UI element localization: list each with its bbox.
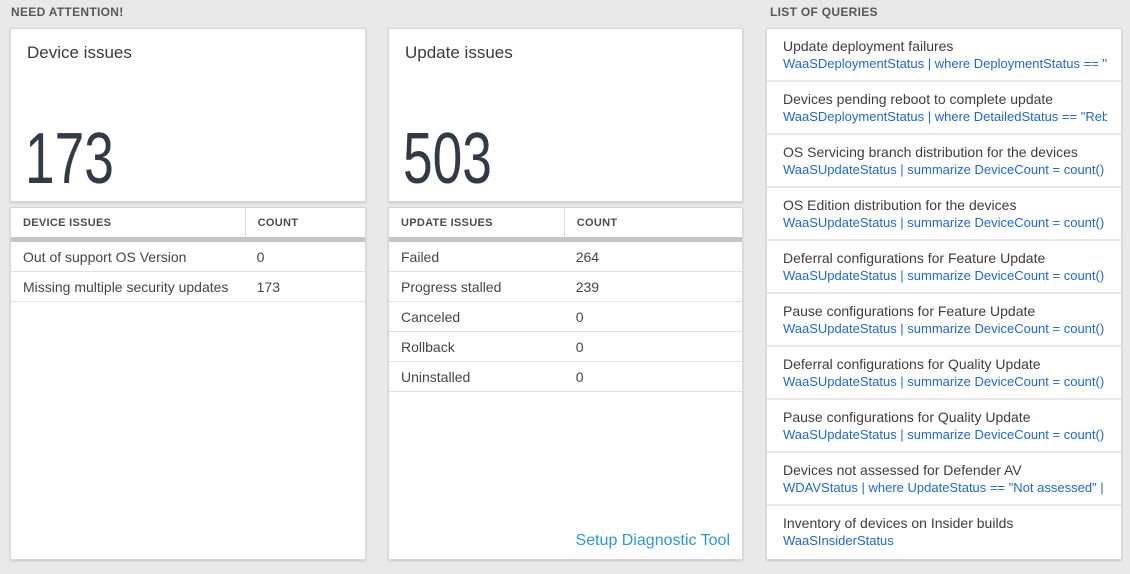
query-title: OS Servicing branch distribution for the… (783, 144, 1078, 160)
table-header-divider (11, 237, 365, 242)
row-label: Out of support OS Version (23, 248, 187, 265)
row-label: Rollback (401, 338, 455, 355)
row-count: 0 (256, 248, 265, 265)
query-list-item[interactable]: Devices not assessed for Defender AV WDA… (767, 453, 1121, 506)
query-title: OS Edition distribution for the devices (783, 197, 1017, 213)
row-label: Canceled (401, 308, 461, 325)
query-text[interactable]: WaaSDeploymentStatus | where DetailedSta… (783, 109, 1107, 124)
query-text[interactable]: WaaSUpdateStatus | summarize DeviceCount… (783, 215, 1107, 230)
query-list-item[interactable]: OS Edition distribution for the devices … (767, 188, 1121, 241)
list-of-queries-panel: Update deployment failures WaaSDeploymen… (766, 28, 1122, 560)
column-header-update-issues: UPDATE ISSUES (401, 216, 493, 229)
query-title: Pause configurations for Feature Update (783, 303, 1036, 319)
table-row[interactable]: Uninstalled 0 (389, 362, 742, 392)
row-label: Failed (401, 248, 440, 265)
table-row[interactable]: Missing multiple security updates 173 (11, 272, 365, 302)
list-of-queries-section-title: LIST OF QUERIES (770, 5, 878, 19)
row-count: 0 (575, 368, 584, 385)
row-label: Progress stalled (401, 278, 502, 295)
device-issues-tile[interactable]: Device issues 173 (10, 28, 366, 202)
query-list-item[interactable]: Update deployment failures WaaSDeploymen… (767, 29, 1121, 82)
row-label: Missing multiple security updates (23, 278, 229, 295)
setup-diagnostic-tool-link[interactable]: Setup Diagnostic Tool (575, 532, 730, 549)
device-issues-count: 173 (25, 119, 114, 199)
need-attention-section-title: NEED ATTENTION! (11, 5, 124, 19)
table-row[interactable]: Failed 264 (389, 242, 742, 272)
row-label: Uninstalled (401, 368, 471, 385)
update-issues-tile-title: Update issues (405, 43, 513, 62)
query-text[interactable]: WaaSUpdateStatus | summarize DeviceCount… (783, 427, 1107, 442)
device-issues-tile-title: Device issues (27, 43, 132, 62)
table-row[interactable]: Rollback 0 (389, 332, 742, 362)
query-text[interactable]: WaaSInsiderStatus (783, 533, 894, 548)
query-text[interactable]: WaaSUpdateStatus | summarize DeviceCount… (783, 162, 1107, 177)
table-row[interactable]: Out of support OS Version 0 (11, 242, 365, 272)
update-issues-tile[interactable]: Update issues 503 (388, 28, 743, 202)
query-text[interactable]: WaaSUpdateStatus | summarize DeviceCount… (783, 374, 1107, 389)
query-text[interactable]: WDAVStatus | where UpdateStatus == "Not … (783, 480, 1107, 495)
row-count: 239 (575, 278, 600, 295)
row-count: 264 (575, 248, 600, 265)
query-text[interactable]: WaaSUpdateStatus | summarize DeviceCount… (783, 268, 1107, 283)
update-issues-table: UPDATE ISSUES COUNT Failed 264 Progress … (388, 207, 743, 560)
query-list-item[interactable]: Deferral configurations for Feature Upda… (767, 241, 1121, 294)
device-issues-table: DEVICE ISSUES COUNT Out of support OS Ve… (10, 207, 366, 560)
column-header-count: COUNT (563, 208, 742, 237)
query-title: Devices not assessed for Defender AV (783, 462, 1022, 478)
table-row[interactable]: Canceled 0 (389, 302, 742, 332)
query-list-item[interactable]: Pause configurations for Quality Update … (767, 400, 1121, 453)
query-list-item[interactable]: Devices pending reboot to complete updat… (767, 82, 1121, 135)
query-title: Inventory of devices on Insider builds (783, 515, 1014, 531)
query-list-item[interactable]: Deferral configurations for Quality Upda… (767, 347, 1121, 400)
query-list-item[interactable]: Pause configurations for Feature Update … (767, 294, 1121, 347)
row-count: 0 (575, 308, 584, 325)
query-title: Deferral configurations for Feature Upda… (783, 250, 1046, 266)
query-title: Devices pending reboot to complete updat… (783, 91, 1054, 107)
query-list-item[interactable]: Inventory of devices on Insider builds W… (767, 506, 1121, 559)
query-text[interactable]: WaaSDeploymentStatus | where DeploymentS… (783, 56, 1107, 71)
table-header-divider (389, 237, 742, 242)
table-row[interactable]: Progress stalled 239 (389, 272, 742, 302)
query-title: Pause configurations for Quality Update (783, 409, 1031, 425)
column-header-device-issues: DEVICE ISSUES (23, 216, 112, 229)
column-header-count: COUNT (244, 208, 365, 237)
query-title: Update deployment failures (783, 38, 954, 54)
row-count: 173 (256, 278, 280, 295)
update-issues-count: 503 (403, 119, 492, 199)
update-issues-table-header: UPDATE ISSUES COUNT (389, 208, 742, 237)
query-list-item[interactable]: OS Servicing branch distribution for the… (767, 135, 1121, 188)
row-count: 0 (575, 338, 584, 355)
device-issues-table-header: DEVICE ISSUES COUNT (11, 208, 365, 237)
query-title: Deferral configurations for Quality Upda… (783, 356, 1041, 372)
query-text[interactable]: WaaSUpdateStatus | summarize DeviceCount… (783, 321, 1107, 336)
